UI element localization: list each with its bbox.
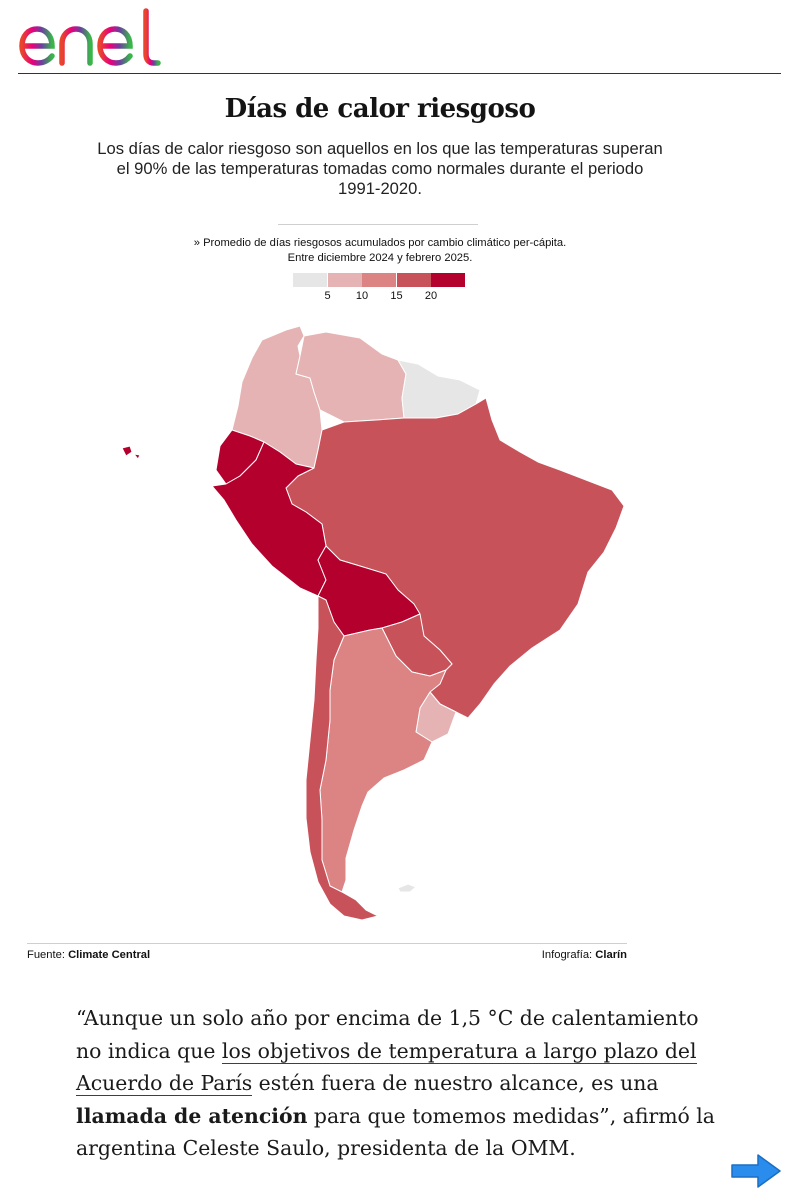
legend-title-line1: » Promedio de días riesgosos acumulados … xyxy=(193,237,567,249)
country-chile[interactable] xyxy=(305,595,379,921)
legend-tick-label: 20 xyxy=(424,290,438,302)
infographic-title: Días de calor riesgoso xyxy=(224,94,536,124)
credit-name: Clarín xyxy=(595,949,627,961)
legend-tick-label: 5 xyxy=(324,290,331,302)
site-header xyxy=(0,0,800,76)
infographic-subtitle: Los días de calor riesgoso son aquellos … xyxy=(97,139,663,198)
legend-title: » Promedio de días riesgosos acumulados … xyxy=(160,236,600,266)
quote-paragraph: “Aunque un solo año por encima de 1,5 °C… xyxy=(76,1002,716,1165)
legend-color-scale xyxy=(293,273,466,287)
quote-text-2: estén fuera de nuestro alcance, es una xyxy=(252,1071,659,1095)
legend-swatch-4 xyxy=(396,273,431,287)
legend-swatch-3 xyxy=(362,273,396,287)
quote-text-3: para que tomemos medidas”, afirmó la arg… xyxy=(76,1103,715,1161)
source-label: Fuente: xyxy=(27,949,65,961)
paris-agreement-link[interactable]: los objetivos de temperatura a largo pla… xyxy=(76,1038,697,1096)
legend-title-line2: Entre diciembre 2024 y febrero 2025. xyxy=(287,252,473,264)
header-divider xyxy=(18,73,781,74)
divider xyxy=(278,224,478,225)
country-falklands[interactable] xyxy=(397,883,417,893)
legend-tick-label: 10 xyxy=(355,290,369,302)
source-divider xyxy=(27,943,627,944)
source-name: Climate Central xyxy=(68,949,151,961)
country-peru[interactable] xyxy=(211,441,327,597)
legend-swatch-2 xyxy=(327,273,362,287)
credit-line: Infografía: Clarín xyxy=(542,949,627,961)
quote-emphasis: llamada de atención xyxy=(76,1103,308,1128)
legend-swatch-1 xyxy=(293,273,327,287)
country-galapagos[interactable] xyxy=(121,445,141,460)
south-america-map xyxy=(121,325,625,921)
legend-tick-label: 15 xyxy=(390,290,403,302)
quote-text-1: “Aunque un solo año por encima de 1,5 °C… xyxy=(76,1006,699,1063)
source-line: Fuente: Climate Central xyxy=(27,949,150,961)
arrow-right-icon[interactable] xyxy=(730,1152,782,1190)
credit-label: Infografía: xyxy=(541,949,593,961)
enel-logo[interactable] xyxy=(18,8,170,70)
legend-swatch-5 xyxy=(431,273,465,287)
